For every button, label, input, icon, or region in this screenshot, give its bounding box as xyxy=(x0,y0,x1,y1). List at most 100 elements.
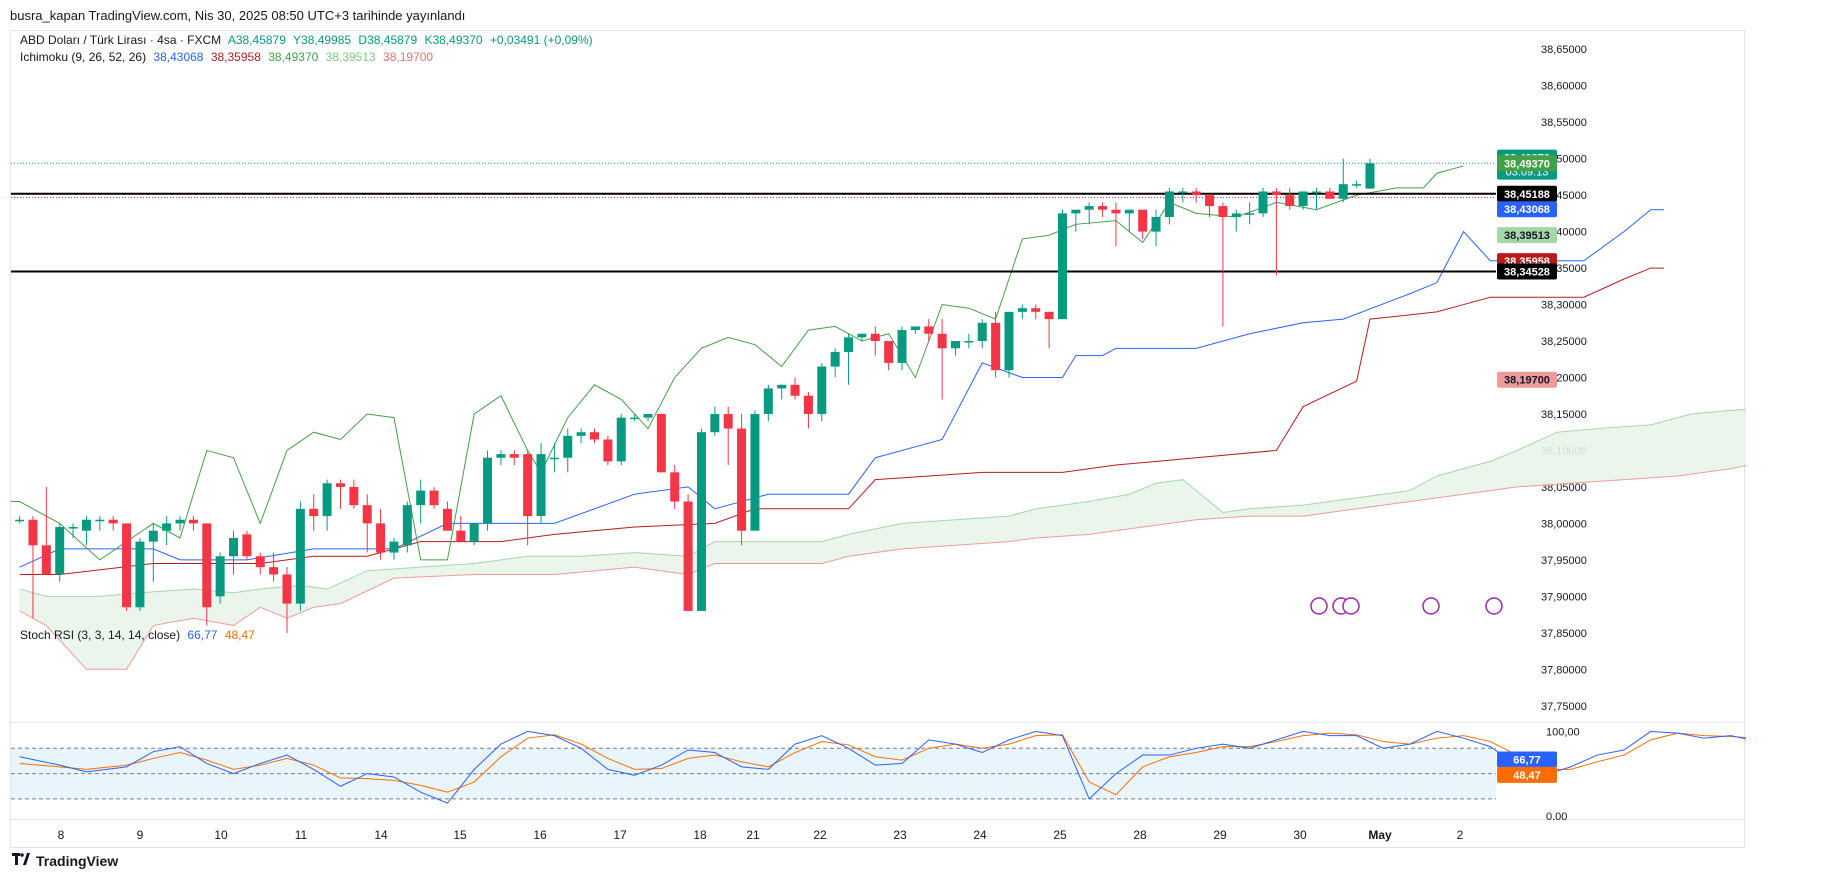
candle-up xyxy=(643,413,653,418)
candle-up xyxy=(68,527,78,529)
candle-down xyxy=(349,486,359,506)
candle-down xyxy=(1138,209,1148,232)
symbol-legend: ABD Doları / Türk Lirası · 4sa · FXCM A3… xyxy=(20,33,597,47)
time-tick-label: 21 xyxy=(746,828,760,842)
ichimoku-base-line xyxy=(19,267,1665,575)
time-tick-label: 18 xyxy=(693,828,707,842)
price-label-text: 38,43068 xyxy=(1504,204,1550,216)
candle-down xyxy=(670,472,680,502)
candle-up xyxy=(1338,184,1348,199)
time-tick-label: 24 xyxy=(973,828,987,842)
price-label-badge xyxy=(1497,371,1557,388)
symbol-name[interactable]: ABD Doları / Türk Lirası · 4sa · FXCM xyxy=(20,33,222,47)
price-tick-label: 38,25000 xyxy=(1541,336,1587,348)
candle-down xyxy=(376,523,386,553)
candle-up xyxy=(844,337,854,352)
candle-down xyxy=(269,567,279,575)
candle-down xyxy=(335,483,345,487)
candle-down xyxy=(603,439,613,462)
candle-down xyxy=(242,534,252,557)
candle-up xyxy=(1151,217,1161,232)
candle-up xyxy=(1164,191,1174,218)
low-value: D38,45879 xyxy=(358,33,418,47)
candle-down xyxy=(523,454,533,517)
candle-up xyxy=(696,432,706,611)
time-tick-label: 28 xyxy=(1133,828,1147,842)
event-icon xyxy=(1310,597,1328,615)
stoch-legend[interactable]: Stoch RSI (3, 3, 14, 14, close) 66,77 48… xyxy=(20,628,259,642)
candle-up xyxy=(616,417,626,462)
candle-up xyxy=(95,519,105,522)
candle-down xyxy=(255,556,265,568)
price-chart[interactable]: 38,6500038,6000038,5500038,5000038,45000… xyxy=(11,31,1746,724)
price-label-badge xyxy=(1497,155,1557,172)
ichimoku-lagging-value: 38,49370 xyxy=(268,50,319,64)
candle-down xyxy=(683,501,693,611)
stoch-k-line xyxy=(19,730,1746,804)
open-value: A38,45879 xyxy=(227,33,286,47)
price-label-text: 38,34528 xyxy=(1504,267,1550,279)
flag-icon xyxy=(1485,597,1503,615)
time-axis[interactable]: 8 9 10 11 14 15 16 17 18 21 22 23 24 25 28 29 30 May 2 xyxy=(10,820,1745,848)
candle-down xyxy=(309,508,319,517)
stoch-label[interactable]: Stoch RSI (3, 3, 14, 14, close) xyxy=(20,628,181,642)
price-tick-label: 37,85000 xyxy=(1541,628,1587,640)
candle-down xyxy=(1191,191,1201,196)
candle-up xyxy=(496,454,506,458)
time-axis-labels: 8 9 10 11 14 15 16 17 18 21 22 23 24 25 28 29 30 May 2 xyxy=(58,828,1464,842)
time-tick-label: 11 xyxy=(295,828,308,842)
flag-icon xyxy=(1422,597,1440,615)
high-value: Y38,49985 xyxy=(293,33,352,47)
price-tick-label: 37,80000 xyxy=(1541,664,1587,676)
stoch-rsi-pane[interactable]: 100,00 0,00 66,77 48,47 xyxy=(10,723,1746,820)
candle-up xyxy=(1071,209,1081,214)
candle-down xyxy=(790,384,800,396)
candle-down xyxy=(1218,206,1228,218)
candle-up xyxy=(710,413,720,433)
candle-up xyxy=(402,505,412,546)
candle-down xyxy=(1111,209,1121,214)
change-value: +0,03491 (+0,09%) xyxy=(489,33,593,47)
price-label-badge xyxy=(1497,201,1557,218)
price-label-text: 38,19700 xyxy=(1504,375,1550,387)
time-tick-label: 23 xyxy=(893,828,907,842)
candle-down xyxy=(590,432,600,440)
candle-down xyxy=(202,523,212,608)
time-tick-label: 8 xyxy=(58,828,65,842)
stoch-k-value: 66,77 xyxy=(187,628,218,642)
price-pane[interactable]: 38,65000 38,60000 38,55000 38,50000 38,45000… xyxy=(10,30,1746,724)
candle-up xyxy=(469,523,479,542)
candle-up xyxy=(897,330,907,363)
candle-down xyxy=(442,508,452,531)
candle-down xyxy=(1205,195,1215,207)
candle-up xyxy=(576,432,586,436)
candle-up xyxy=(483,457,493,524)
price-tick-label: 37,75000 xyxy=(1541,701,1587,713)
candle-up xyxy=(148,530,158,542)
candle-down xyxy=(362,505,372,524)
ichimoku-label[interactable]: Ichimoku (9, 26, 52, 26) xyxy=(20,50,147,64)
candle-down xyxy=(1285,195,1295,207)
candle-up xyxy=(563,435,573,458)
tradingview-brand: TradingView xyxy=(12,852,118,869)
stoch-rsi-chart[interactable]: 100,00 0,00 66,77 48,47 xyxy=(11,723,1746,820)
candle-up xyxy=(229,537,239,557)
candle-up xyxy=(1084,206,1094,210)
stoch-label-badge xyxy=(1497,766,1557,783)
candle-up xyxy=(951,341,960,349)
price-tick-label: 38,15000 xyxy=(1541,409,1587,421)
time-tick-label: May xyxy=(1368,828,1392,842)
price-tick-label: 38,55000 xyxy=(1541,117,1587,129)
candle-up xyxy=(1124,209,1134,214)
candle-down xyxy=(282,574,292,604)
time-tick-label: 14 xyxy=(374,828,388,842)
ichimoku-span-b-line xyxy=(19,465,1746,670)
time-tick-label: 29 xyxy=(1213,828,1227,842)
candle-up xyxy=(536,454,546,517)
candle-down xyxy=(870,333,880,342)
candle-up xyxy=(1352,184,1362,186)
ichimoku-legend[interactable]: Ichimoku (9, 26, 52, 26) 38,43068 38,359… xyxy=(20,50,437,64)
candle-down xyxy=(737,428,747,531)
stoch-d-line xyxy=(19,732,1746,796)
price-label-badge xyxy=(1497,263,1557,280)
